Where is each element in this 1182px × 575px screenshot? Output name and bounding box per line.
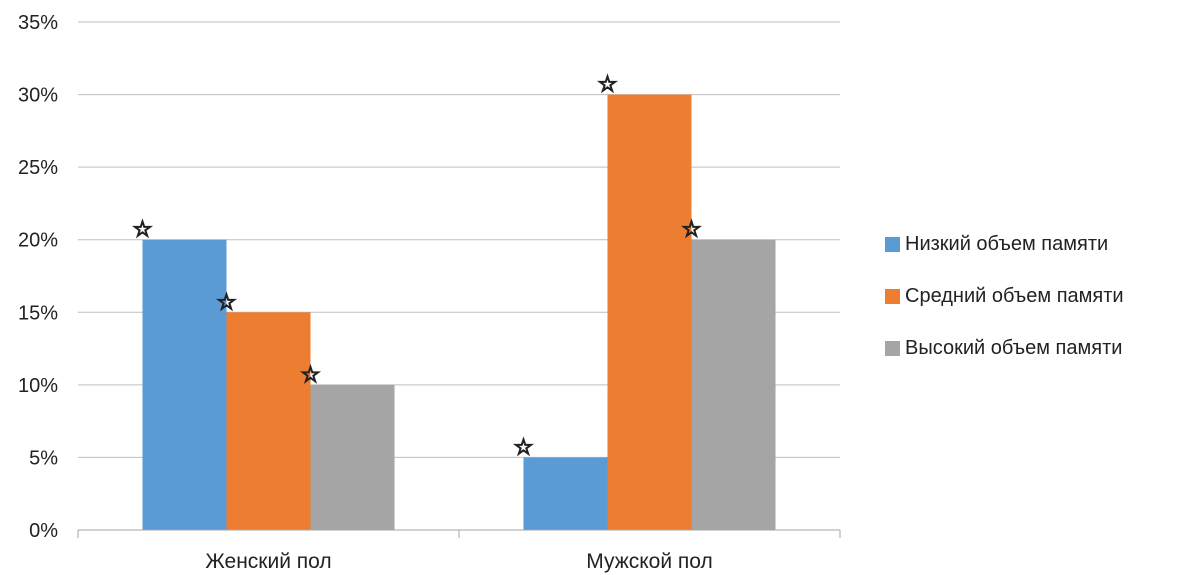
legend-item: Низкий объем памяти [885,230,1124,258]
y-tick-label: 10% [18,375,58,397]
y-axis-ticks: 0% 5% 10% 15% 20% 25% 30% 35% [18,12,58,542]
legend-swatch [885,288,900,304]
y-tick-label: 25% [18,157,58,179]
x-category-label: Женский пол [205,550,331,573]
y-tick-label: 20% [18,230,58,252]
bar [691,239,776,530]
bar [310,384,395,530]
bar [142,239,227,530]
star-marker: ☆ [301,363,321,388]
legend-item: Высокий объем памяти [885,334,1124,362]
bars [142,94,776,531]
legend-swatch [885,340,900,356]
legend-item: Средний объем памяти [885,282,1124,310]
x-axis-labels: Женский пол Мужской пол [205,550,712,573]
star-marker: ☆ [133,218,153,243]
x-category-label: Мужской пол [586,550,713,573]
star-marker: ☆ [217,290,237,315]
y-tick-label: 30% [18,85,58,107]
star-marker: ☆ [598,73,618,98]
x-axis [77,529,841,538]
y-tick-label: 5% [29,447,58,469]
legend-label: Низкий объем памяти [905,232,1109,255]
bar [226,312,311,530]
bar-markers: ☆ ☆ ☆ ☆ ☆ ☆ [132,72,702,461]
star-marker: ☆ [514,435,534,460]
star-marker: ☆ [682,218,702,243]
y-tick-label: 0% [29,520,58,542]
y-tick-label: 35% [18,12,58,34]
bar [523,457,608,530]
legend-label: Средний объем памяти [905,284,1124,307]
legend-swatch [885,236,900,252]
legend: Низкий объем памяти Средний объем памяти В… [885,230,1124,386]
legend-label: Высокий объем памяти [905,336,1123,359]
y-tick-label: 15% [18,302,58,324]
bar [607,94,692,531]
